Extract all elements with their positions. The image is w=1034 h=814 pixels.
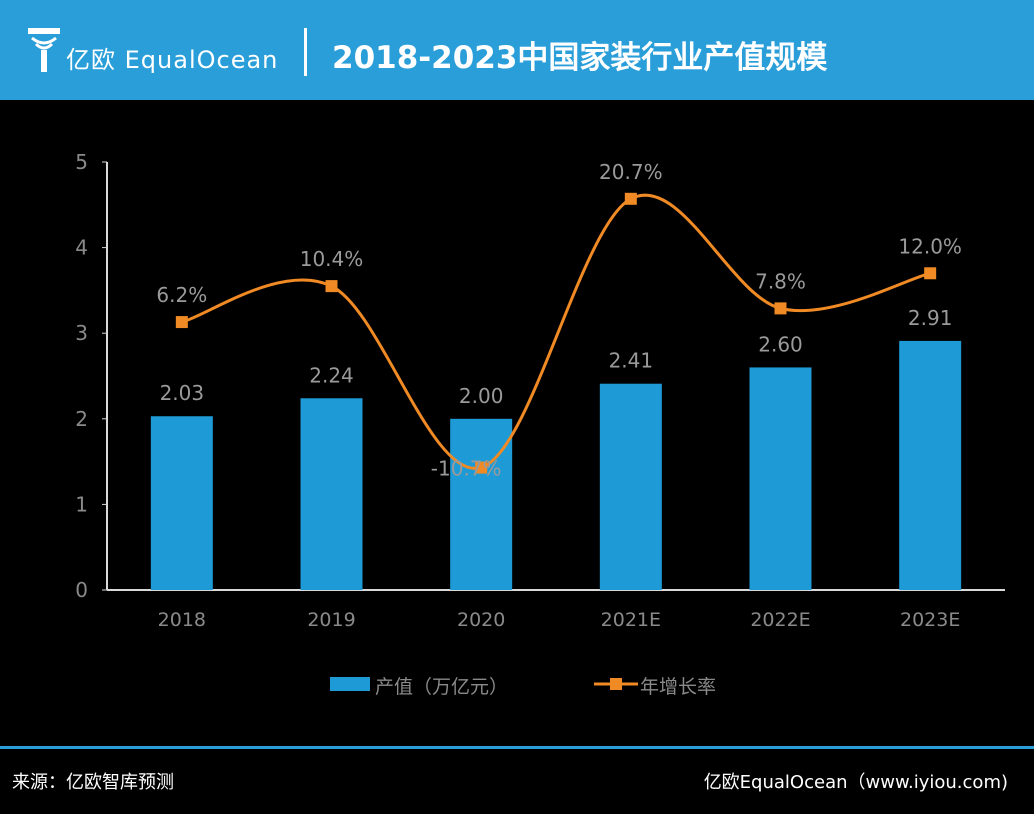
y-tick-label: 4 — [75, 236, 88, 260]
y-tick-label: 1 — [75, 492, 88, 516]
x-tick-label: 2020 — [457, 609, 505, 631]
bar — [749, 367, 812, 590]
bar — [150, 416, 213, 590]
combo-chart: 0 1 2 3 4 5 2018 2019 2020 2021E 2022E 2023E 2.03 2.2… — [75, 150, 1005, 631]
footer-divider — [0, 746, 1034, 749]
bar-value-label: 2.41 — [609, 349, 654, 373]
bar — [899, 340, 962, 590]
growth-rate-marker — [475, 461, 488, 474]
growth-rate-label: 10.4% — [300, 247, 364, 271]
bar-value-label: 2.60 — [758, 332, 803, 356]
y-tick-label: 3 — [75, 321, 88, 345]
growth-rate-marker — [924, 267, 937, 280]
bar-value-label: 2.03 — [160, 381, 205, 405]
legend-bar-label: 产值（万亿元） — [375, 676, 509, 698]
bar-value-label: 2.91 — [908, 306, 953, 330]
bar-value-label: 2.24 — [309, 363, 354, 387]
x-tick-label: 2021E — [601, 609, 661, 631]
chart-legend: 产值（万亿元） 年增长率 — [0, 668, 1034, 698]
page-title: 2018-2023中国家装行业产值规模 — [332, 40, 828, 76]
growth-rate-marker — [774, 302, 787, 315]
growth-rate-label: 6.2% — [156, 283, 207, 307]
growth-rate-label: 7.8% — [755, 269, 806, 293]
x-tick-label: 2023E — [900, 609, 960, 631]
y-tick-label: 5 — [75, 150, 88, 174]
bar — [300, 398, 363, 590]
header-divider — [304, 28, 307, 76]
growth-rate-label: 20.7% — [599, 160, 663, 184]
growth-rate-marker — [175, 316, 188, 329]
growth-rate-label: 12.0% — [898, 234, 962, 258]
footer-credit: 亿欧EqualOcean（www.iyiou.com) — [703, 772, 1008, 793]
bar — [599, 383, 662, 590]
growth-rate-line — [181, 193, 931, 470]
x-tick-label: 2019 — [307, 609, 355, 631]
y-tick-label: 0 — [75, 578, 88, 602]
growth-rate-marker — [624, 192, 637, 205]
growth-rate-label: -10.7% — [431, 457, 502, 481]
growth-rate-marker — [325, 280, 338, 293]
x-tick-label: 2018 — [158, 609, 206, 631]
bar-value-label: 2.00 — [459, 384, 504, 408]
footer-source: 来源：亿欧智库预测 — [12, 772, 174, 793]
header-banner: 亿欧 EqualOcean 2018-2023中国家装行业产值规模 — [0, 0, 1034, 100]
x-tick-label: 2022E — [750, 609, 810, 631]
brand-name: 亿欧 EqualOcean — [66, 46, 279, 74]
legend-line-label: 年增长率 — [640, 676, 717, 698]
bar — [450, 418, 513, 590]
equalocean-logo-icon — [28, 28, 60, 72]
legend-bar-swatch — [330, 677, 370, 691]
y-tick-label: 2 — [75, 407, 88, 431]
legend-line-swatch — [594, 678, 638, 690]
